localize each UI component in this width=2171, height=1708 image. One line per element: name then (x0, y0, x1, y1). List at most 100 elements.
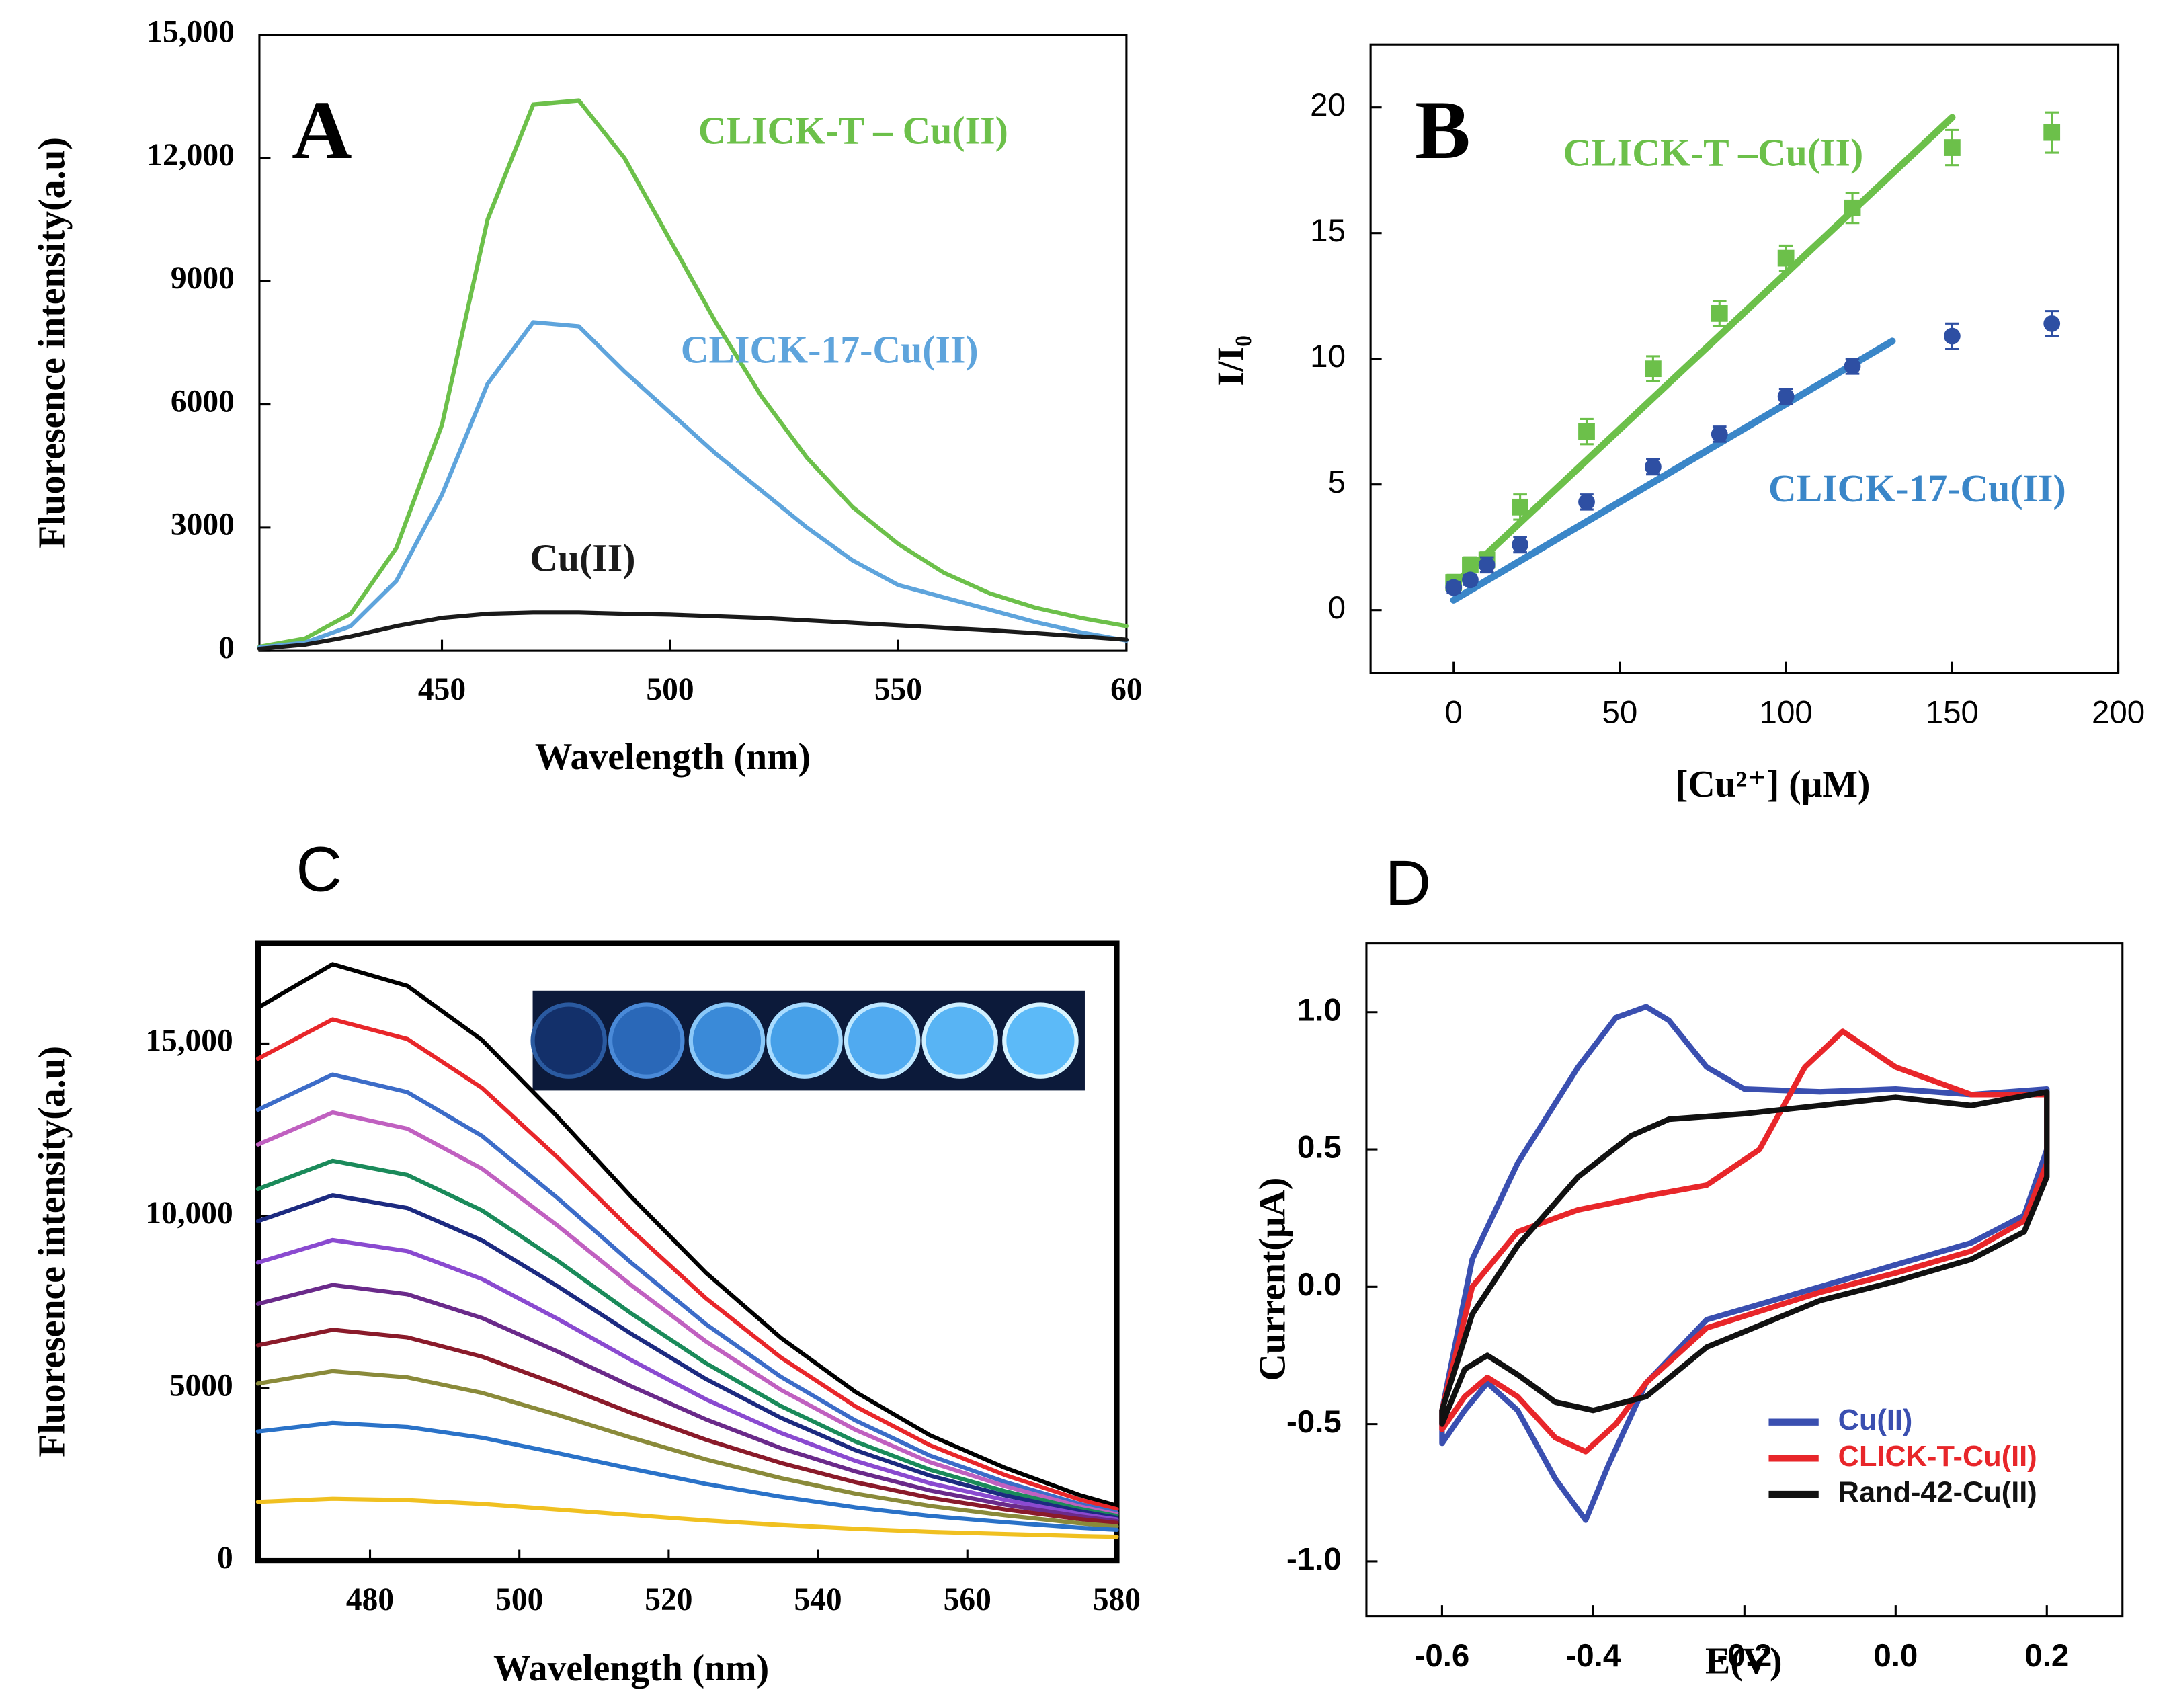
panel-title: C (296, 834, 342, 905)
y-tick-label: 0.5 (1297, 1130, 1342, 1166)
y-axis-label: Fluoresence intensity(a.u) (31, 1046, 73, 1457)
x-tick-label: 580 (1093, 1582, 1141, 1617)
plot-frame (255, 940, 1120, 1564)
y-axis-label: I/I₀ (1211, 335, 1252, 387)
y-tick-label: 15,000 (145, 1023, 233, 1058)
marker (1445, 579, 1463, 596)
series-label: CLICK-17-Cu(II) (1768, 468, 2066, 510)
well (530, 1002, 607, 1079)
marker (1462, 571, 1479, 589)
marker (1943, 327, 1961, 345)
y-tick-label: 9000 (171, 261, 235, 296)
y-tick-label: -1.0 (1286, 1541, 1342, 1577)
marker (1645, 458, 1662, 475)
marker (1645, 360, 1662, 378)
y-tick-label: 5000 (169, 1368, 233, 1403)
x-tick-label: 500 (646, 672, 694, 707)
series-label: CLICK-T –Cu(II) (1563, 132, 1864, 175)
fit-line (1450, 337, 1896, 604)
x-tick-label: 450 (418, 672, 466, 707)
marker (1578, 493, 1595, 511)
x-tick-label: 0.2 (2024, 1638, 2069, 1674)
plot-frame (258, 34, 1128, 652)
marker (1777, 249, 1795, 267)
panel-title: A (292, 84, 352, 176)
y-axis-label: Fluoresence intensity(a.u) (31, 137, 73, 548)
fit-line (1450, 114, 1956, 589)
well (766, 1002, 843, 1079)
x-axis-label: Wavelength (nm) (493, 1648, 769, 1689)
marker (1512, 536, 1529, 553)
series-line (255, 1158, 1119, 1518)
marker (1844, 358, 1861, 375)
legend-label: Rand-42-Cu(II) (1838, 1476, 2037, 1508)
series-line (255, 1110, 1119, 1516)
x-tick-label: -0.2 (1717, 1638, 1772, 1674)
marker (1478, 556, 1496, 573)
x-axis-label: [Cu²⁺] (μM) (1676, 764, 1871, 805)
series-line (255, 1283, 1119, 1524)
y-tick-label: 0 (218, 631, 235, 665)
well (921, 1002, 998, 1079)
y-tick-label: 20 (1310, 87, 1346, 123)
well (688, 1002, 766, 1079)
marker (1578, 423, 1595, 440)
x-tick-label: 550 (874, 672, 922, 707)
series-line (255, 1193, 1119, 1520)
x-axis-label: Wavelength (nm) (535, 736, 811, 778)
legend-label: Cu(II) (1838, 1404, 1913, 1436)
marker (1711, 425, 1728, 443)
y-tick-label: -0.5 (1286, 1404, 1342, 1440)
marker (2043, 315, 2061, 332)
well (844, 1002, 921, 1079)
panel-title: B (1415, 84, 1471, 176)
marker (1462, 556, 1479, 573)
y-tick-label: 12,000 (147, 138, 235, 173)
marker (1711, 304, 1728, 322)
legend-label: CLICK-T-Cu(II) (1838, 1440, 2037, 1473)
series-line (1439, 1028, 2050, 1455)
series-line (257, 610, 1129, 651)
panel: 480 500 520 540 560 580 0 5000 10,000 15,000 C Wave… (31, 834, 1141, 1689)
series-line (1439, 1004, 2050, 1523)
y-tick-label: 10 (1310, 339, 1346, 374)
marker (1844, 199, 1861, 216)
x-tick-label: -0.6 (1415, 1638, 1470, 1674)
x-tick-label: 100 (1760, 695, 1813, 731)
series-label: Cu(II) (530, 537, 635, 579)
x-axis-label: E(V) (1705, 1641, 1783, 1682)
y-tick-label: 10,000 (145, 1196, 233, 1231)
series-line (255, 1237, 1119, 1522)
x-tick-label: 500 (495, 1582, 543, 1617)
series-line (255, 1017, 1119, 1512)
x-tick-label: 480 (346, 1582, 394, 1617)
x-tick-label: 560 (944, 1582, 991, 1617)
x-tick-label: 60 (1110, 672, 1142, 707)
series-label: CLICK-T – Cu(II) (698, 110, 1008, 153)
well (1002, 1002, 1079, 1079)
well (608, 1002, 685, 1079)
y-tick-label: 0.0 (1297, 1267, 1342, 1303)
series-label: CLICK-17-Cu(II) (681, 329, 979, 372)
marker (1777, 388, 1795, 405)
panel: -0.6 -0.4 -0.2 0.0 0.2 1.0 0.5 0.0 -0.5 -1.0 D E(V)… (1252, 848, 2124, 1682)
series-line (255, 962, 1119, 1508)
y-tick-label: 1.0 (1297, 992, 1342, 1028)
y-tick-label: 15,000 (147, 15, 235, 50)
series-line (257, 320, 1129, 650)
inset-photo (530, 990, 1085, 1091)
x-tick-label: 50 (1602, 695, 1638, 731)
panel-title: D (1385, 848, 1432, 919)
panel: 450 500 550 60030006000900012,00015,000AWav… (31, 15, 1142, 778)
y-tick-label: 0 (1328, 590, 1346, 626)
y-tick-label: 5 (1328, 464, 1346, 500)
x-tick-label: 540 (794, 1582, 842, 1617)
x-tick-label: 0 (1445, 695, 1463, 731)
series-line (255, 1072, 1119, 1515)
panel: 0 50 100 150 200 0 5 10 15 20 B [Cu²⁺] (μM) I/I₀ CLIC… (1211, 43, 2145, 805)
series-line (255, 1420, 1119, 1532)
series-line (1439, 1089, 2050, 1427)
x-tick-label: -0.4 (1565, 1638, 1621, 1674)
